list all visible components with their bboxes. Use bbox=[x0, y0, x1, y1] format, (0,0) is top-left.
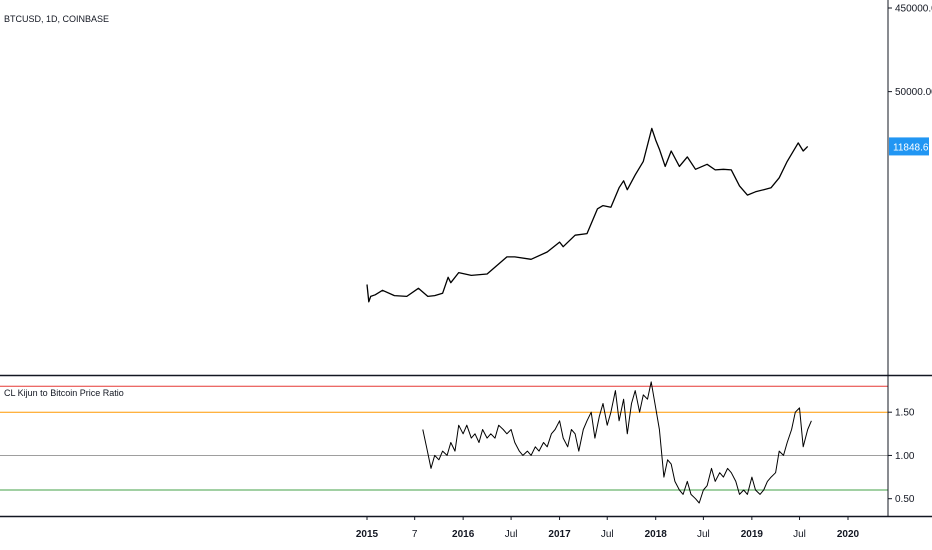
time-tick-label: 2017 bbox=[548, 529, 571, 540]
ratio-tick-label: 1.00 bbox=[895, 451, 915, 462]
time-axis[interactable]: 2015 7 2016 Jul 2017 Jul 2018 Jul 2019 Jul 2020 bbox=[356, 516, 860, 540]
price-chart-title: BTCUSD, 1D, COINBASE bbox=[4, 14, 109, 24]
indicator-pane[interactable]: CL Kijun to Bitcoin Price Ratio bbox=[0, 381, 888, 504]
ratio-tick-label: 0.50 bbox=[895, 494, 915, 505]
time-tick-label: Jul bbox=[697, 529, 710, 540]
indicator-title: CL Kijun to Bitcoin Price Ratio bbox=[4, 388, 124, 398]
time-tick-label: 2015 bbox=[356, 529, 379, 540]
time-tick-label: 2020 bbox=[837, 529, 860, 540]
price-series-line[interactable] bbox=[366, 127, 809, 303]
ratio-series-line[interactable] bbox=[422, 381, 812, 504]
last-price-badge-bg bbox=[889, 137, 929, 156]
time-tick-label: Jul bbox=[505, 529, 518, 540]
time-tick-label: 2019 bbox=[741, 529, 764, 540]
time-tick-label: Jul bbox=[601, 529, 614, 540]
price-pane[interactable]: BTCUSD, 1D, COINBASE 11848.61 bbox=[4, 14, 932, 303]
price-tick-label: 450000.00 bbox=[895, 4, 932, 15]
ratio-tick-label: 1.50 bbox=[895, 408, 915, 419]
time-tick-label: 2018 bbox=[645, 529, 668, 540]
price-tick-label: 50000.00 bbox=[895, 87, 932, 98]
axes: 450000.00 50000.00 1.50 1.00 0.50 bbox=[0, 0, 932, 518]
time-tick-label: Jul bbox=[793, 529, 806, 540]
time-tick-label: 2016 bbox=[452, 529, 475, 540]
last-price-label: 11848.61 bbox=[893, 142, 932, 153]
time-tick-label: 7 bbox=[412, 529, 418, 540]
last-price-badge: 11848.61 bbox=[889, 137, 932, 156]
